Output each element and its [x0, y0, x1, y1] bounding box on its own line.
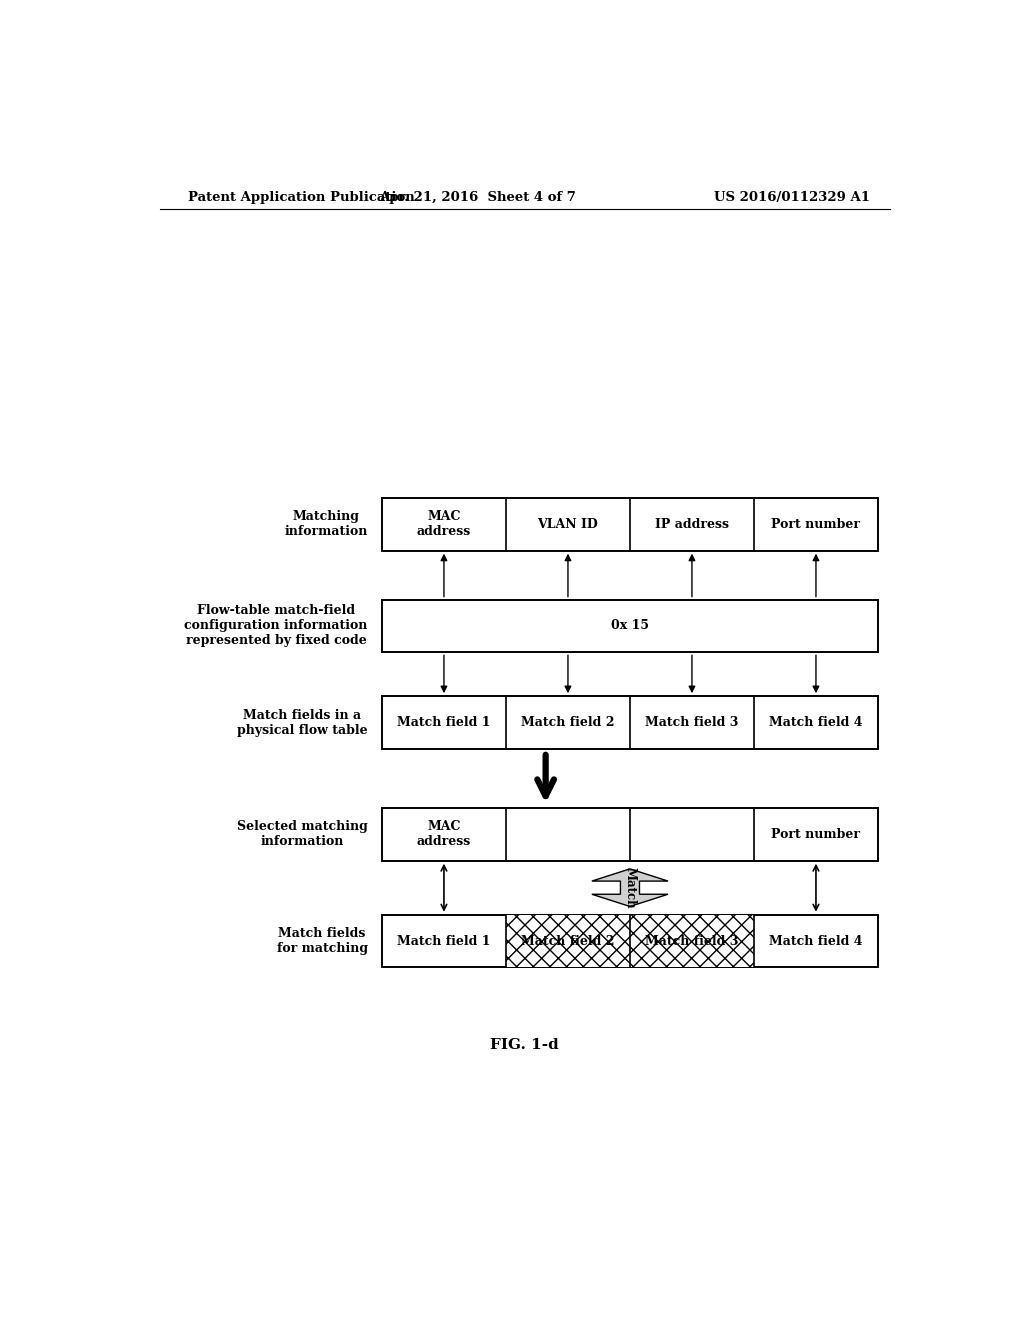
Text: MAC
address: MAC address	[417, 820, 471, 849]
Text: Port number: Port number	[771, 517, 860, 531]
Text: Apr. 21, 2016  Sheet 4 of 7: Apr. 21, 2016 Sheet 4 of 7	[379, 190, 575, 203]
Bar	[382, 915, 878, 968]
Text: FIG. 1-d: FIG. 1-d	[490, 1038, 559, 1052]
Bar	[382, 599, 878, 652]
Text: Match field 2: Match field 2	[521, 715, 614, 729]
Text: Matching
information: Matching information	[285, 511, 368, 539]
Text: Match fields
for matching: Match fields for matching	[276, 927, 368, 956]
Bar	[506, 915, 630, 968]
Text: Match fields in a
physical flow table: Match fields in a physical flow table	[237, 709, 368, 737]
Text: Match field 4: Match field 4	[769, 935, 862, 948]
Text: IP address: IP address	[655, 517, 729, 531]
Text: Match field 4: Match field 4	[769, 715, 862, 729]
Text: Port number: Port number	[771, 828, 860, 841]
Text: VLAN ID: VLAN ID	[538, 517, 598, 531]
Text: Flow-table match-field
configuration information
represented by fixed code: Flow-table match-field configuration inf…	[184, 605, 368, 647]
Text: MAC
address: MAC address	[417, 511, 471, 539]
Text: US 2016/0112329 A1: US 2016/0112329 A1	[714, 190, 870, 203]
Text: Match field 3: Match field 3	[645, 935, 738, 948]
Text: Match field 1: Match field 1	[397, 715, 490, 729]
Bar	[630, 915, 754, 968]
Polygon shape	[592, 869, 668, 907]
Text: Match field 3: Match field 3	[645, 715, 738, 729]
Bar	[382, 808, 878, 861]
Text: Match field 1: Match field 1	[397, 935, 490, 948]
Text: Match field 2: Match field 2	[521, 935, 614, 948]
Bar	[382, 498, 878, 550]
Text: 0x 15: 0x 15	[611, 619, 649, 632]
Bar	[382, 696, 878, 748]
Text: Selected matching
information: Selected matching information	[237, 820, 368, 849]
Text: Patent Application Publication: Patent Application Publication	[187, 190, 415, 203]
Text: Match: Match	[624, 867, 637, 908]
